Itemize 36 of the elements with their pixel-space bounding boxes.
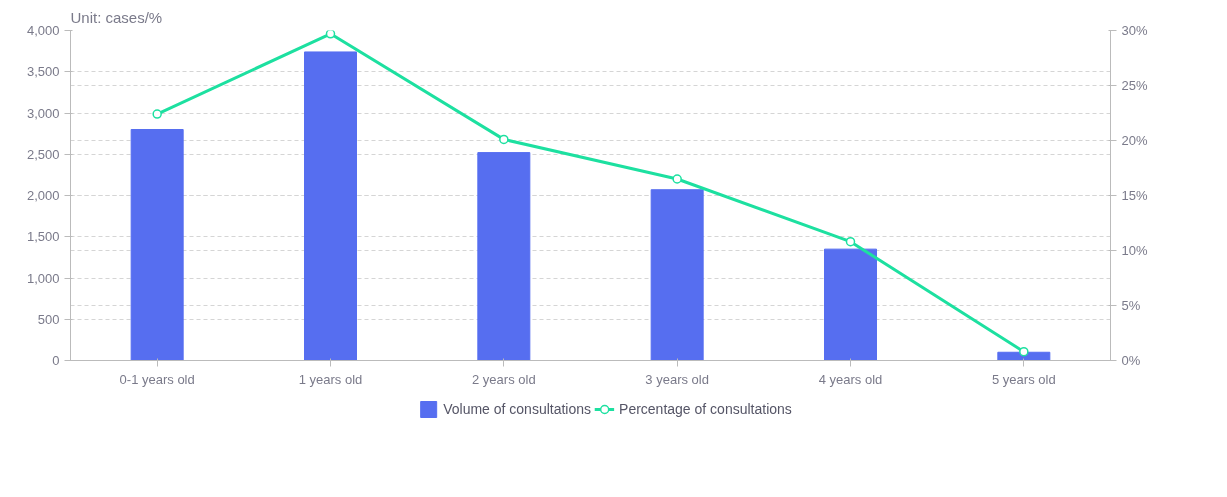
y-tick-label: 1,500	[26, 229, 60, 245]
y-tick-label: 500	[37, 311, 60, 327]
y-tick-label: 2,000	[26, 188, 60, 203]
y-tick-label: 2,500	[26, 146, 60, 162]
y2-tick-label: 5%	[1121, 298, 1141, 313]
bar	[304, 51, 357, 361]
point	[152, 109, 162, 119]
bar	[477, 152, 531, 361]
point	[499, 134, 509, 145]
legend-label: Percentage of consultations	[619, 401, 792, 417]
chart-title: Unit: cases/%	[70, 8, 163, 26]
x-tick-label: 1 years old	[298, 371, 363, 387]
y2-tick-label: 0%	[1121, 353, 1141, 368]
y2-tick-label: 10%	[1121, 243, 1148, 258]
y-tick-label: 3,500	[26, 64, 60, 80]
y-tick-label: 0	[52, 353, 60, 368]
bar	[130, 129, 184, 361]
y-tick-label: 1,000	[26, 270, 60, 286]
bar	[824, 248, 877, 361]
legend-label: Volume of consultations	[443, 401, 592, 417]
x-tick-label: 2 years old	[472, 371, 536, 387]
point	[672, 174, 682, 184]
x-tick-label: 0-1 years old	[119, 371, 195, 387]
point	[325, 30, 336, 39]
y2-tick-label: 15%	[1121, 188, 1148, 203]
point	[1019, 346, 1029, 357]
x-tick-label: 3 years old	[645, 371, 709, 387]
point	[845, 236, 856, 247]
bar	[650, 189, 704, 361]
y2-tick-label: 30%	[1121, 23, 1148, 38]
y2-tick-label: 25%	[1121, 78, 1148, 93]
y2-tick-label: 20%	[1121, 133, 1148, 148]
y-tick-label: 4,000	[26, 23, 60, 38]
y-tick-label: 3,000	[26, 105, 60, 121]
x-tick-label: 4 years old	[818, 371, 883, 387]
x-tick-label: 5 years old	[992, 371, 1056, 387]
